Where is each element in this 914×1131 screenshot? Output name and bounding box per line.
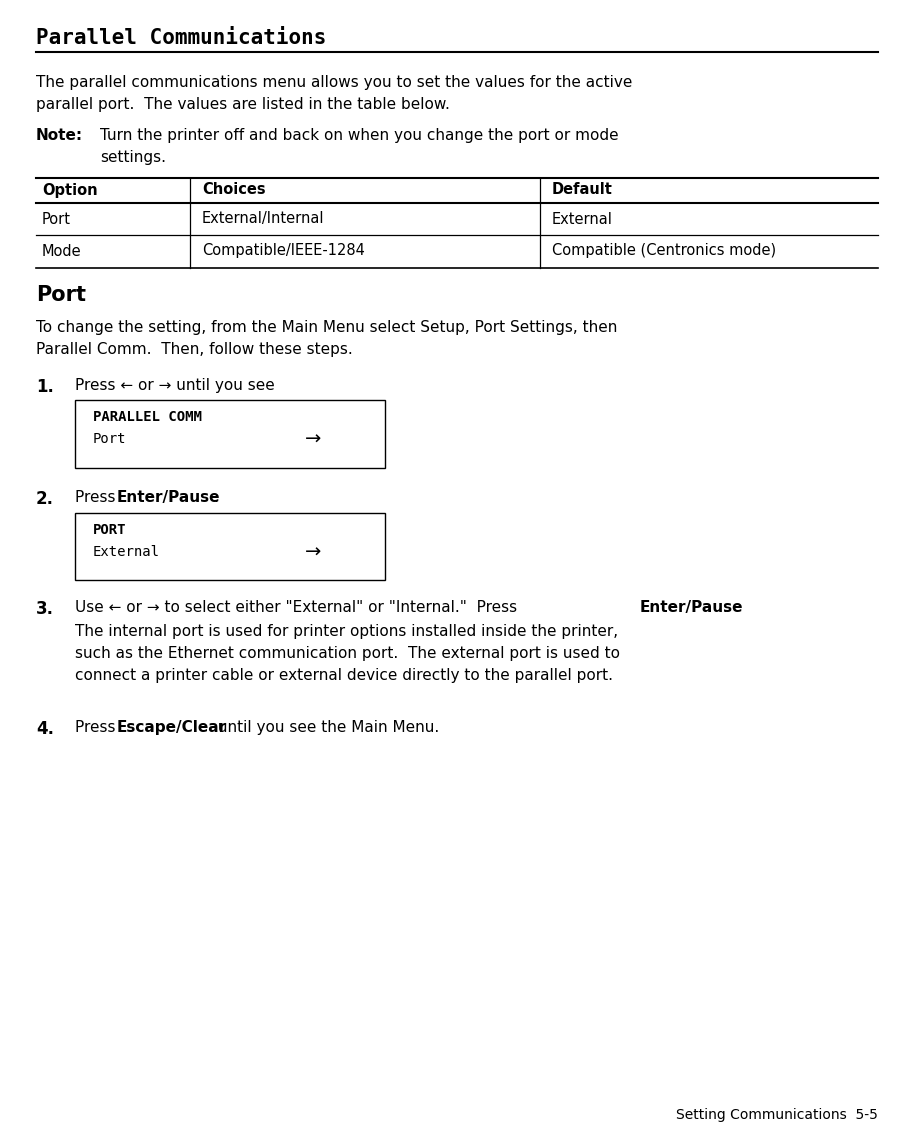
- Text: To change the setting, from the Main Menu select Setup, Port Settings, then: To change the setting, from the Main Men…: [36, 320, 617, 335]
- Text: Note:: Note:: [36, 128, 83, 143]
- Text: Enter/Pause: Enter/Pause: [640, 601, 743, 615]
- Text: until you see the Main Menu.: until you see the Main Menu.: [213, 720, 440, 735]
- Text: 1.: 1.: [36, 378, 54, 396]
- Text: parallel port.  The values are listed in the table below.: parallel port. The values are listed in …: [36, 97, 450, 112]
- Text: Port: Port: [42, 211, 71, 226]
- Text: The internal port is used for printer options installed inside the printer,: The internal port is used for printer op…: [75, 624, 618, 639]
- Text: External/Internal: External/Internal: [202, 211, 324, 226]
- Text: The parallel communications menu allows you to set the values for the active: The parallel communications menu allows …: [36, 75, 632, 90]
- Text: .: .: [722, 601, 727, 615]
- Text: Enter/Pause: Enter/Pause: [117, 490, 220, 506]
- Text: Turn the printer off and back on when you change the port or mode: Turn the printer off and back on when yo…: [100, 128, 619, 143]
- Text: Mode: Mode: [42, 243, 81, 259]
- Text: 3.: 3.: [36, 601, 54, 618]
- Text: Press ← or → until you see: Press ← or → until you see: [75, 378, 275, 392]
- Text: Choices: Choices: [202, 182, 266, 198]
- Text: .: .: [213, 490, 218, 506]
- Text: Port: Port: [93, 432, 126, 446]
- Text: Setting Communications  5-5: Setting Communications 5-5: [676, 1108, 878, 1122]
- Text: Escape/Clear: Escape/Clear: [117, 720, 227, 735]
- Text: Port: Port: [36, 285, 86, 305]
- Text: →: →: [305, 430, 322, 449]
- Text: Compatible/IEEE-1284: Compatible/IEEE-1284: [202, 243, 365, 259]
- Text: PORT: PORT: [93, 523, 126, 537]
- Text: connect a printer cable or external device directly to the parallel port.: connect a printer cable or external devi…: [75, 668, 613, 683]
- Text: External: External: [552, 211, 613, 226]
- Text: PARALLEL COMM: PARALLEL COMM: [93, 411, 202, 424]
- Text: External: External: [93, 545, 160, 559]
- Text: Press: Press: [75, 720, 121, 735]
- Bar: [75, 513, 385, 580]
- Text: Use ← or → to select either "External" or "Internal."  Press: Use ← or → to select either "External" o…: [75, 601, 522, 615]
- Text: Press: Press: [75, 490, 121, 506]
- Text: Default: Default: [552, 182, 613, 198]
- Text: such as the Ethernet communication port.  The external port is used to: such as the Ethernet communication port.…: [75, 646, 620, 661]
- Text: Compatible (Centronics mode): Compatible (Centronics mode): [552, 243, 776, 259]
- Text: Option: Option: [42, 182, 98, 198]
- Text: 2.: 2.: [36, 490, 54, 508]
- Text: settings.: settings.: [100, 150, 166, 165]
- Text: Parallel Communications: Parallel Communications: [36, 28, 326, 48]
- Text: →: →: [305, 543, 322, 562]
- Bar: [75, 400, 385, 468]
- Text: 4.: 4.: [36, 720, 54, 739]
- Text: Parallel Comm.  Then, follow these steps.: Parallel Comm. Then, follow these steps.: [36, 342, 353, 357]
